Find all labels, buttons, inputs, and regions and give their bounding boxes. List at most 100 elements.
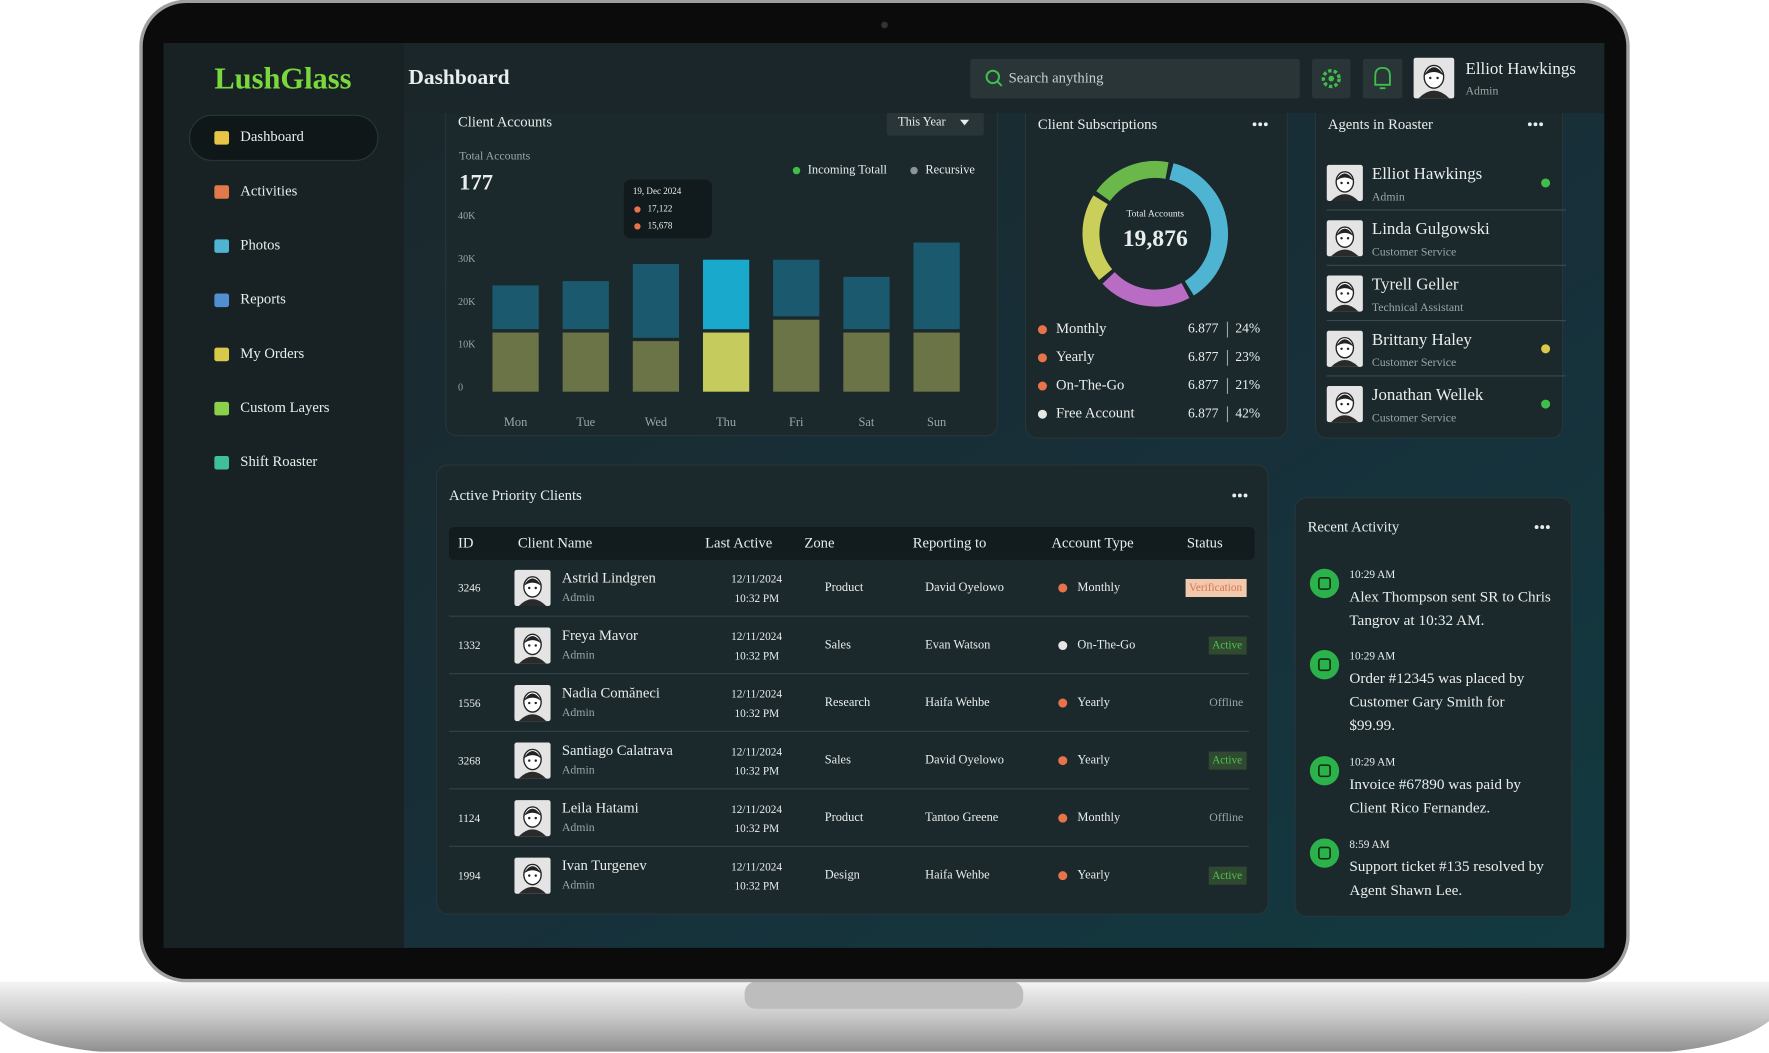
more-dot[interactable] [1534,525,1539,529]
notification-button[interactable] [1362,58,1403,99]
more-dot[interactable] [1533,122,1538,127]
legend-label: Yearly [1056,349,1095,365]
search-box[interactable] [970,58,1300,99]
column-header: ID [458,535,473,551]
legend-dot [792,166,801,175]
account-dot [1058,698,1068,708]
more-dot[interactable] [1237,493,1242,498]
activity-text: Support ticket #135 resolved by Agent Sh… [1349,858,1544,899]
card-title: Active Priority Clients [449,488,582,504]
cell-status: Offline [1209,810,1243,824]
nav-item[interactable]: Custom Layers [240,400,329,416]
nav-item[interactable]: Activities [240,183,297,199]
tooltip-dot [634,223,641,230]
nav-active[interactable] [188,114,379,161]
account-dot [1058,583,1068,593]
search-icon [996,80,1003,87]
y-tick-label: 40K [458,211,476,222]
y-tick-label: 0 [458,383,463,394]
avatar-eye [1346,237,1350,240]
card [1294,497,1573,917]
bar-segment [562,332,609,392]
more-dot[interactable] [1539,122,1544,127]
cell-name: Ivan Turgenev [562,858,647,874]
user-name: Elliot Hawkings [1466,59,1576,78]
nav-item[interactable]: Reports [240,292,286,308]
more-dot[interactable] [1263,122,1268,127]
nav-icon [214,347,230,362]
nav-item[interactable]: Shift Roaster [240,454,317,470]
legend-dot [910,166,918,175]
more-dot[interactable] [1243,493,1248,498]
activity-icon [1309,650,1340,680]
cell-status: Verification [1189,582,1243,594]
activity-text: Order #12345 was placed by Customer Gary… [1349,669,1524,733]
status-badge [1185,578,1247,598]
legend-count: 6.877 [1188,321,1219,336]
cell-account: Yearly [1077,752,1110,766]
cell-role: Admin [562,647,595,661]
agent-name: Tyrell Geller [1372,275,1459,294]
period-label: This Year [898,114,946,128]
cell-time: 10:32 PM [734,708,779,720]
more-dot[interactable] [1540,525,1545,529]
x-tick-label: Sun [927,415,947,429]
bar-segment [773,259,820,317]
camera [881,21,888,29]
search-icon [985,69,1001,85]
nav-item[interactable]: My Orders [240,346,304,362]
cell-role: Admin [562,820,595,834]
cell-account: On-The-Go [1077,637,1135,651]
nav-item[interactable]: Photos [240,238,280,254]
activity-text-body: Invoice #67890 was paid by Client Rico F… [1349,775,1522,816]
y-tick-label: 10K [458,340,476,351]
cell-time: 10:32 PM [734,881,779,893]
avatar-hair [1335,228,1354,237]
avatar-hair [523,866,542,874]
more-dot[interactable] [1252,122,1257,127]
donut-segment [1096,160,1169,202]
agent-name: Brittany Haley [1372,330,1473,349]
bar-segment [913,242,960,330]
legend-percent: 42% [1235,405,1260,420]
laptop-base [0,981,1769,1052]
cell-reporting: David Oyelowo [925,580,1004,594]
table-header [449,527,1255,560]
nav-item[interactable]: Dashboard [240,129,304,145]
agent-name: Jonathan Wellek [1372,385,1484,404]
cell-time: 10:32 PM [734,650,779,662]
period-select[interactable] [886,109,984,136]
legend-count: 6.877 [1188,405,1219,420]
more-dot[interactable] [1232,493,1237,498]
more-dot[interactable] [1527,122,1532,127]
column-header: Zone [804,535,834,551]
avatar-eye [1346,347,1350,351]
avatar-eye [534,874,537,877]
cell-time: 10:32 PM [734,823,779,835]
more-dot[interactable] [1258,122,1263,127]
nav-icon [214,239,230,253]
agent-role: Customer Service [1372,245,1456,259]
activity-icon [1309,756,1340,786]
avatar-body [518,829,547,837]
avatar-eye [528,816,531,820]
status-dot [1541,399,1551,409]
avatar-hair [1423,67,1445,77]
avatar-body [1418,90,1450,99]
avatar-eye [1340,292,1343,295]
legend-label: Recursive [925,162,975,176]
avatar-eye [528,644,531,647]
cell-id: 1332 [458,640,481,652]
agent-role: Customer Service [1372,410,1456,424]
donut-segment [1102,271,1190,307]
avatar-body [1331,360,1359,367]
cell-time: 10:32 PM [734,765,779,777]
avatar-body [518,886,547,894]
status-dot [1541,344,1551,354]
cell-reporting: Haifa Wehbe [925,695,990,709]
avatar-eye [1436,76,1439,80]
x-tick-label: Tue [576,415,595,429]
cell-id: 3268 [458,755,481,767]
avatar-eye [534,586,537,590]
more-dot[interactable] [1545,525,1550,529]
